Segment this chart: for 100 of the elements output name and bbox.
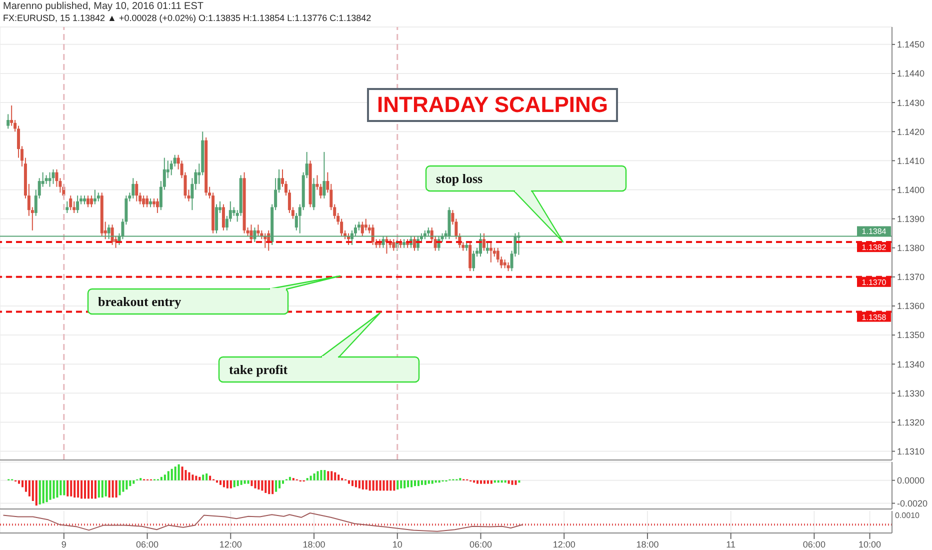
- bar: [365, 480, 368, 490]
- ref-line-label: 1.1384: [862, 227, 887, 236]
- bar: [368, 480, 371, 491]
- x-tick-label: 18:00: [636, 539, 659, 550]
- bar: [108, 480, 110, 498]
- y-tick-label: 1.1390: [897, 214, 925, 224]
- candlestick: [364, 218, 368, 231]
- candlestick: [156, 198, 159, 214]
- bar: [174, 466, 176, 480]
- bar: [63, 480, 66, 496]
- bar: [327, 471, 330, 480]
- bar: [351, 480, 354, 486]
- bar: [428, 480, 430, 484]
- bar: [94, 480, 96, 499]
- bar: [348, 480, 350, 484]
- candlestick: [472, 250, 476, 272]
- bar: [164, 474, 166, 480]
- candlestick: [482, 232, 486, 252]
- bar: [486, 480, 489, 484]
- bar: [264, 480, 267, 493]
- bar: [98, 480, 100, 498]
- bar: [122, 480, 124, 492]
- candlestick: [6, 114, 10, 130]
- y-tick-label: 1.1450: [897, 40, 925, 50]
- candlestick: [76, 195, 80, 214]
- bar: [126, 480, 128, 490]
- candlestick: [312, 178, 316, 211]
- bar: [382, 480, 385, 491]
- bar: [42, 480, 44, 504]
- bar: [379, 480, 382, 491]
- bar: [514, 480, 517, 485]
- bar: [414, 480, 416, 486]
- candlestick: [93, 189, 96, 205]
- bar: [490, 480, 492, 484]
- bar: [198, 476, 201, 480]
- bar: [330, 471, 333, 480]
- bar: [396, 480, 399, 490]
- bar: [206, 473, 208, 480]
- candlestick: [86, 195, 90, 208]
- candlestick: [222, 204, 225, 231]
- bar: [178, 464, 180, 480]
- bar: [222, 480, 225, 488]
- bar: [358, 480, 360, 488]
- bar: [66, 480, 69, 496]
- candlestick: [468, 242, 472, 272]
- y-tick-label: 1.1320: [897, 417, 925, 428]
- bar: [393, 480, 396, 491]
- bar: [476, 480, 479, 484]
- bar: [247, 480, 250, 484]
- text: Marenno published, May 10, 2016 01:11 EST: [3, 1, 204, 12]
- bar: [188, 472, 190, 480]
- bar: [233, 480, 236, 488]
- bar: [372, 480, 374, 491]
- y-tick-label: 1.1400: [897, 184, 925, 195]
- x-tick-label: 9: [61, 539, 66, 550]
- bar: [118, 480, 121, 496]
- bar: [70, 480, 72, 496]
- y-tick-label: 1.1310: [897, 446, 925, 456]
- y-tick-label: 1.1370: [897, 272, 925, 282]
- y-tick-label: 1.1420: [897, 126, 925, 137]
- bar: [508, 480, 510, 484]
- bar: [202, 474, 204, 480]
- bar: [101, 480, 104, 498]
- bar: [18, 480, 20, 484]
- bar: [160, 476, 162, 480]
- candlestick: [48, 172, 52, 188]
- bar: [77, 480, 80, 498]
- candlestick: [110, 224, 114, 246]
- y-tick-label: 0.0000: [897, 476, 925, 486]
- bar: [362, 480, 364, 490]
- bar: [511, 480, 514, 485]
- bar: [46, 480, 48, 502]
- bar: [338, 474, 340, 480]
- x-tick-label: 12:00: [219, 539, 242, 550]
- bar: [268, 480, 270, 494]
- candlestick: [486, 242, 489, 254]
- bar: [376, 480, 378, 491]
- x-tick-label: 10: [392, 539, 402, 550]
- bar: [38, 480, 41, 504]
- bar: [431, 480, 434, 484]
- bar: [334, 472, 336, 480]
- bar: [80, 480, 83, 499]
- bar: [410, 480, 413, 488]
- bar: [236, 480, 239, 486]
- bar: [310, 476, 312, 480]
- y-tick-label: 1.1340: [897, 359, 925, 370]
- bar: [420, 480, 423, 485]
- y-tick-label: 1.1410: [897, 156, 925, 166]
- bar: [272, 480, 274, 494]
- bar: [288, 476, 291, 480]
- bar: [209, 476, 212, 480]
- bar: [104, 480, 107, 496]
- bar: [115, 480, 118, 498]
- annotation: stop loss: [436, 171, 483, 186]
- candlestick: [142, 195, 146, 208]
- text: 0.0010: [895, 511, 920, 520]
- bar: [219, 480, 222, 485]
- annotation: take profit: [229, 362, 288, 377]
- candlestick: [146, 195, 149, 208]
- ref-line-label: 1.1358: [862, 312, 887, 322]
